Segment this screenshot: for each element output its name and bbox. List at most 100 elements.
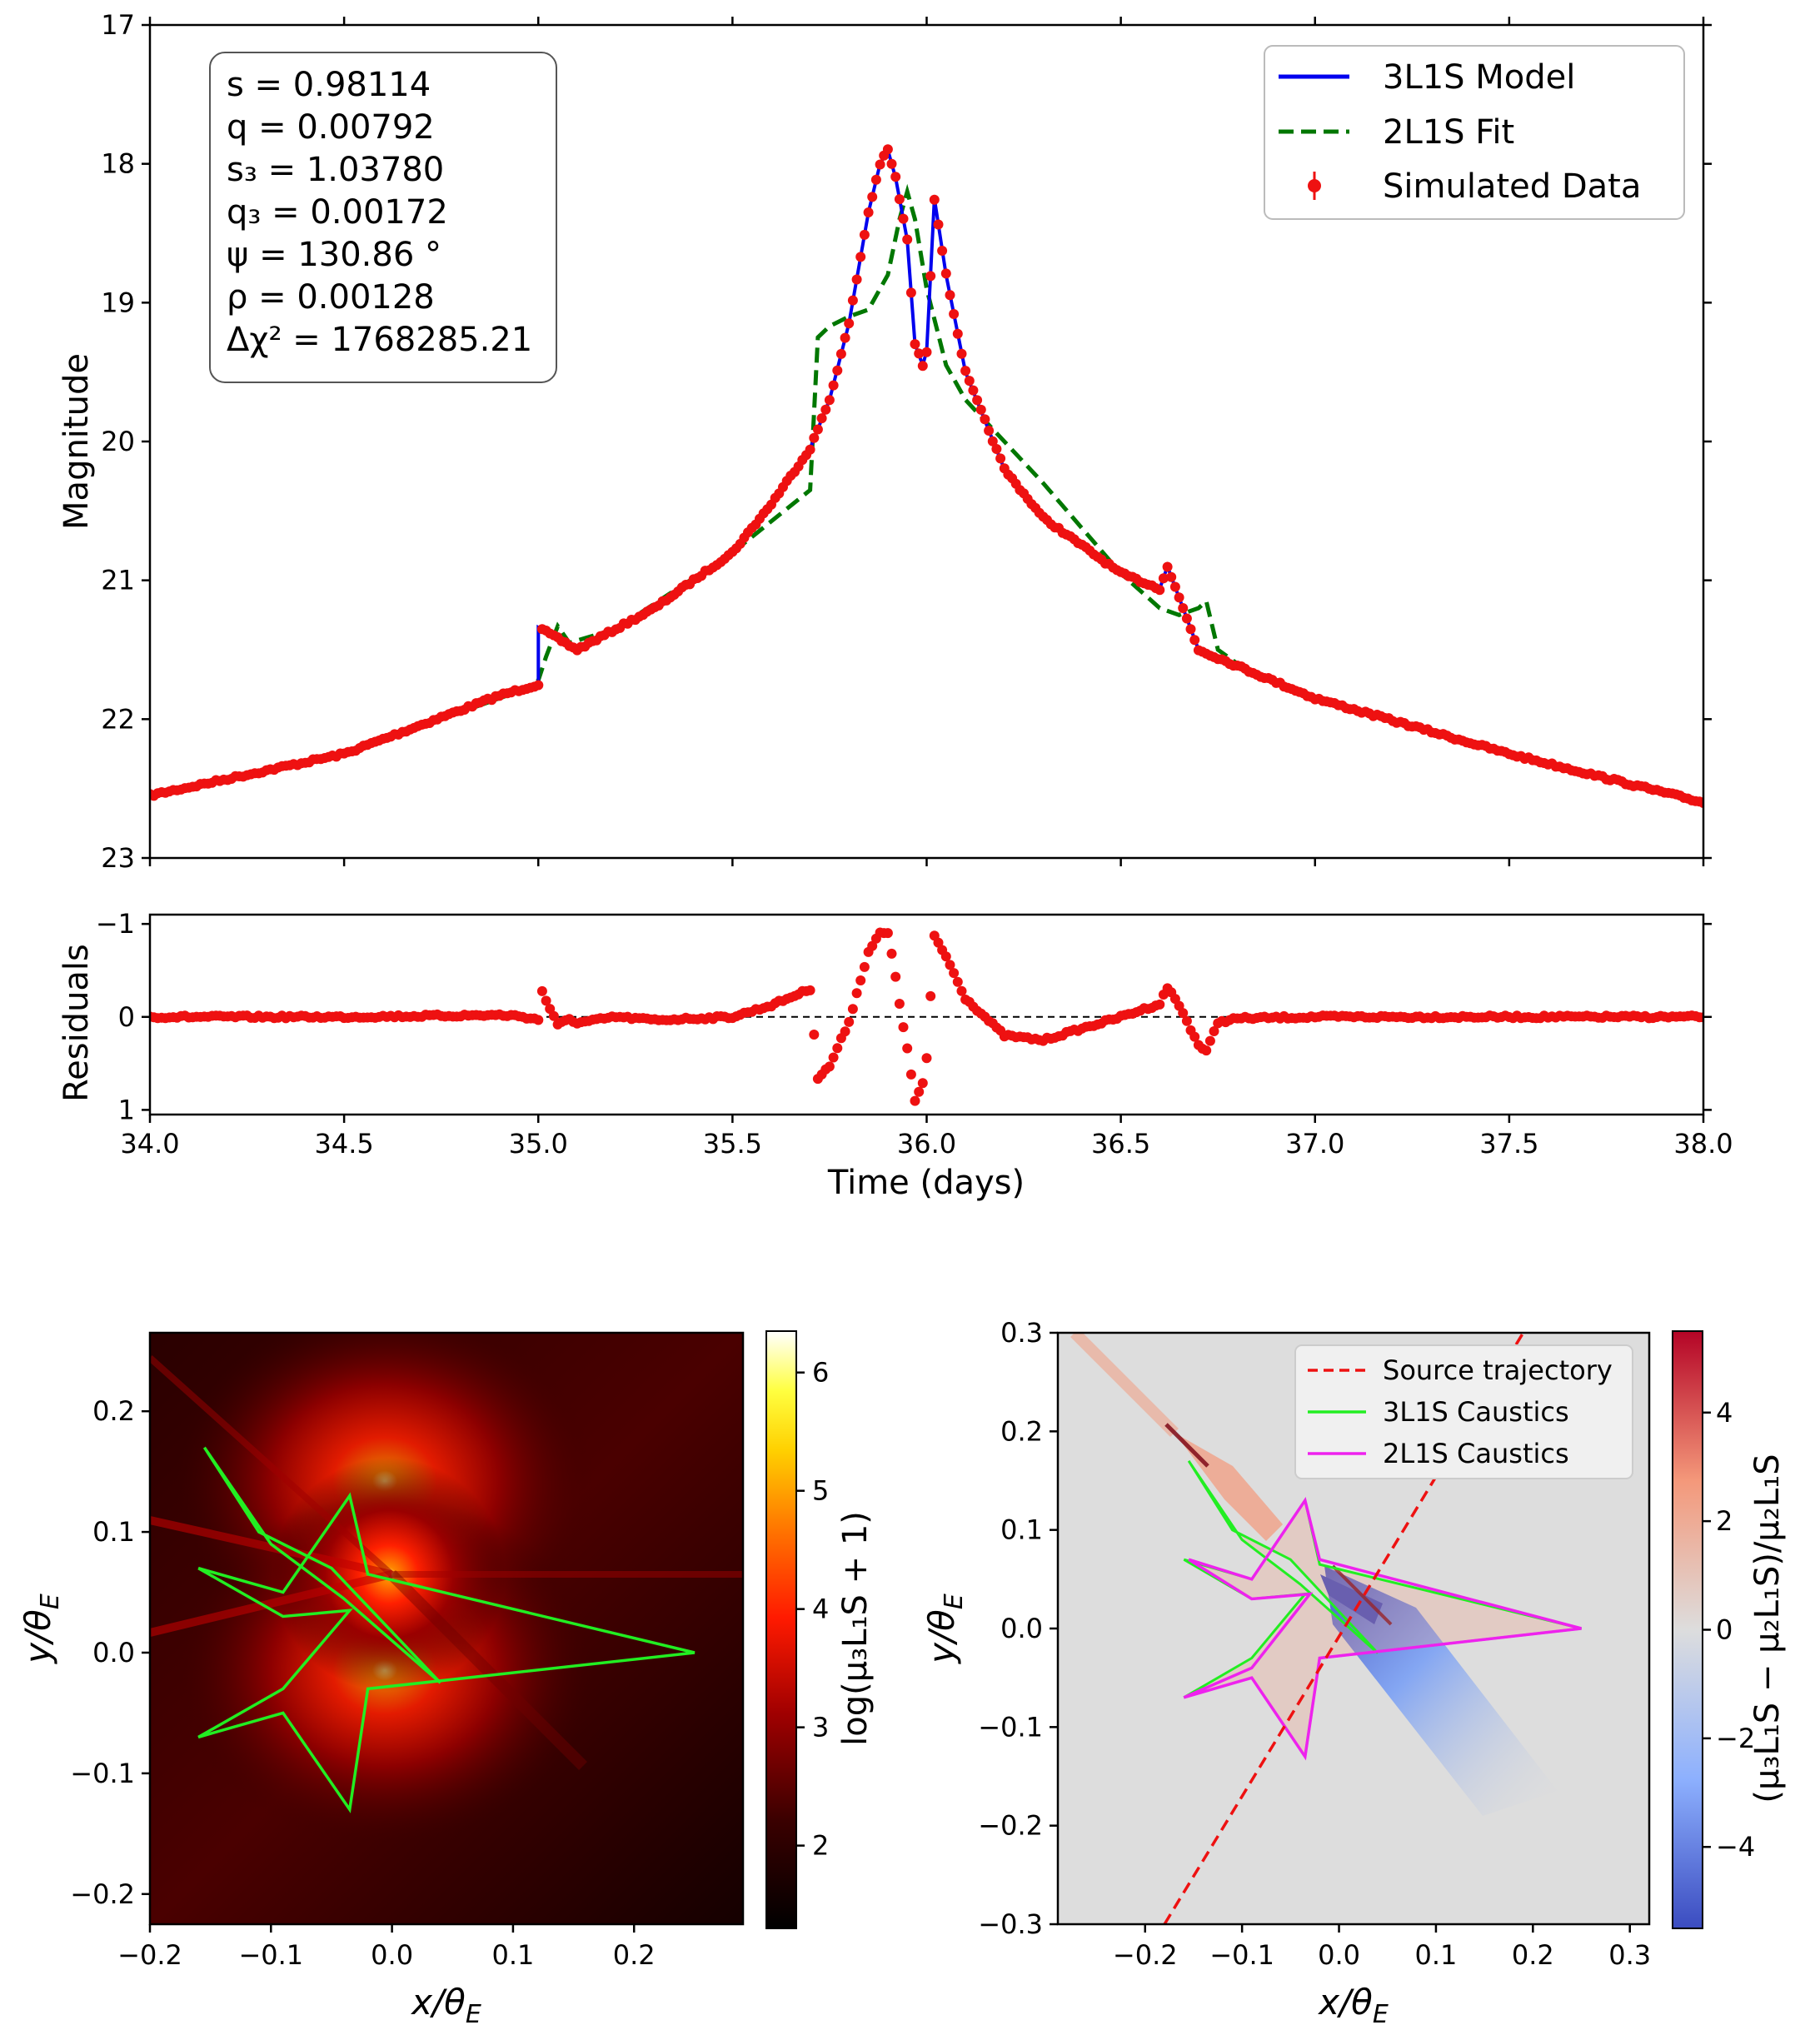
residuals-panel: −1 0 1 34.0 34.5 35.0 35.5 36.0 36.5 37.0 37.5 38.…: [57, 908, 1733, 1202]
simulated-data-point: [905, 287, 916, 298]
x-tick-label: 0.0: [371, 1939, 413, 1971]
residual-point: [886, 948, 897, 959]
simulated-data-point: [1189, 635, 1200, 646]
simulated-data-point: [1174, 592, 1184, 603]
simulated-data-point: [972, 395, 983, 406]
legend-3l1s-caustics: 3L1S Caustics: [1383, 1396, 1569, 1428]
x-tick-label: 34.0: [120, 1128, 179, 1160]
colorbar-tick-label: 3: [812, 1712, 829, 1743]
residual-point: [536, 985, 547, 996]
difference-colorbar: [1672, 1330, 1703, 1929]
simulated-data-point: [987, 436, 998, 446]
residual-point: [832, 1043, 843, 1054]
residual-point: [894, 999, 905, 1009]
param-rho: ρ = 0.00128: [227, 278, 435, 317]
simulated-data-point: [917, 361, 928, 372]
residuals-x-ticks: 34.0 34.5 35.0 35.5 36.0 36.5 37.0 37.5 38.0: [120, 1115, 1733, 1160]
simulated-data-point: [840, 332, 850, 343]
simulated-data-point: [952, 328, 963, 339]
magnification-colorbar-ticks: 2 3 4 5 6: [796, 1357, 829, 1862]
y-tick-label: 23: [101, 842, 135, 874]
x-tick-label: 0.1: [1414, 1939, 1457, 1971]
x-tick-label: 0.0: [1318, 1939, 1360, 1971]
x-tick-label: 0.1: [491, 1939, 534, 1971]
residual-point: [851, 988, 862, 999]
simulated-data-point: [1169, 581, 1180, 592]
difference-map-legend: Source trajectory 3L1S Caustics 2L1S Cau…: [1294, 1344, 1633, 1479]
magnification-colorbar-label: log(μ₃L₁S + 1): [836, 1511, 875, 1746]
residual-point: [828, 1052, 839, 1063]
colorbar-tick-label: 5: [812, 1475, 829, 1507]
residual-point: [949, 968, 960, 979]
residual-point: [533, 1015, 544, 1025]
difference-map-ylabel: y/θE: [921, 1594, 969, 1665]
simulated-data-point: [964, 376, 975, 387]
residual-point: [925, 990, 936, 1001]
simulated-data-point: [956, 348, 967, 359]
y-tick-label: 0.0: [1000, 1613, 1043, 1644]
simulated-data-point: [844, 318, 855, 329]
simulated-data-point: [984, 426, 995, 436]
residual-point: [1698, 1012, 1703, 1023]
residual-point: [1154, 999, 1165, 1010]
simulated-data-point: [929, 194, 940, 205]
x-tick-label: −0.2: [117, 1939, 182, 1971]
y-tick-label: 0.1: [1000, 1514, 1043, 1546]
legend-3l1s-model: 3L1S Model: [1383, 58, 1575, 97]
x-tick-label: 34.5: [315, 1128, 374, 1160]
residual-point: [847, 1004, 858, 1015]
simulated-data-point: [816, 413, 827, 424]
magnification-difference-panel: −0.2 −0.1 0.0 0.1 0.2 0.3 −0.3 −0.2 −0.1 0.0 0.1 0…: [921, 1317, 1787, 2029]
magnification-colorbar: [765, 1330, 797, 1929]
fit-2l1s-line: [150, 183, 1703, 805]
residual-point: [1189, 1031, 1200, 1042]
simulated-data-point: [937, 246, 948, 256]
simulated-data-point: [975, 404, 986, 415]
simulated-data-point: [867, 192, 878, 202]
colorbar-tick-label: 2: [1716, 1505, 1733, 1537]
simulated-data-points: [150, 144, 1703, 808]
simulated-data-point: [902, 234, 913, 245]
param-s: s = 0.98114: [227, 66, 431, 104]
2l1s-caustics: [1183, 1496, 1582, 1761]
x-tick-label: 37.0: [1285, 1128, 1344, 1160]
x-tick-label: −0.1: [238, 1939, 303, 1971]
residual-point: [921, 1053, 932, 1064]
residual-point: [910, 1095, 920, 1106]
x-tick-label: 35.0: [509, 1128, 568, 1160]
colorbar-tick-label: −4: [1716, 1831, 1755, 1863]
difference-map-x-ticks: −0.2 −0.1 0.0 0.1 0.2 0.3: [1113, 1924, 1651, 1971]
param-dchi2: Δχ² = 1768285.21: [227, 321, 532, 359]
simulated-data-point: [1158, 573, 1169, 584]
simulated-data-point: [859, 229, 870, 240]
simulated-data-point: [820, 404, 831, 415]
y-tick-label: 0.2: [1000, 1415, 1043, 1447]
y-tick-label: −0.2: [70, 1878, 135, 1910]
y-tick-label: −0.2: [978, 1810, 1043, 1842]
y-tick-label: 20: [101, 426, 135, 457]
y-tick-label: 0.0: [92, 1637, 135, 1668]
magnification-map-frame: [148, 1331, 745, 1926]
simulated-data-point: [890, 172, 901, 182]
legend-source-trajectory: Source trajectory: [1383, 1354, 1613, 1386]
x-tick-label: −0.1: [1209, 1939, 1274, 1971]
simulated-data-point: [995, 453, 1006, 464]
simulated-data-point: [914, 348, 925, 359]
residual-point: [914, 1086, 925, 1097]
lightcurve-y-ticks: 17 18 19 20 21 22 23: [101, 9, 1712, 874]
residual-point: [1204, 1035, 1215, 1046]
y-tick-label: 0.2: [92, 1395, 135, 1427]
y-tick-label: 1: [118, 1094, 135, 1125]
simulated-data-point: [847, 295, 858, 306]
simulated-data-point: [991, 444, 1002, 454]
residual-point: [548, 1010, 559, 1021]
residual-point: [1178, 1008, 1189, 1019]
simulated-data-point: [1181, 613, 1192, 624]
residuals-ylabel: Residuals: [57, 944, 96, 1102]
simulated-data-point: [863, 207, 874, 217]
magnification-map-ylabel: y/θE: [17, 1594, 65, 1665]
simulated-data-point: [894, 194, 905, 205]
magnification-map-xlabel: x/θE: [410, 1982, 481, 2027]
simulated-data-point: [968, 385, 979, 396]
simulated-data-point: [870, 174, 881, 185]
